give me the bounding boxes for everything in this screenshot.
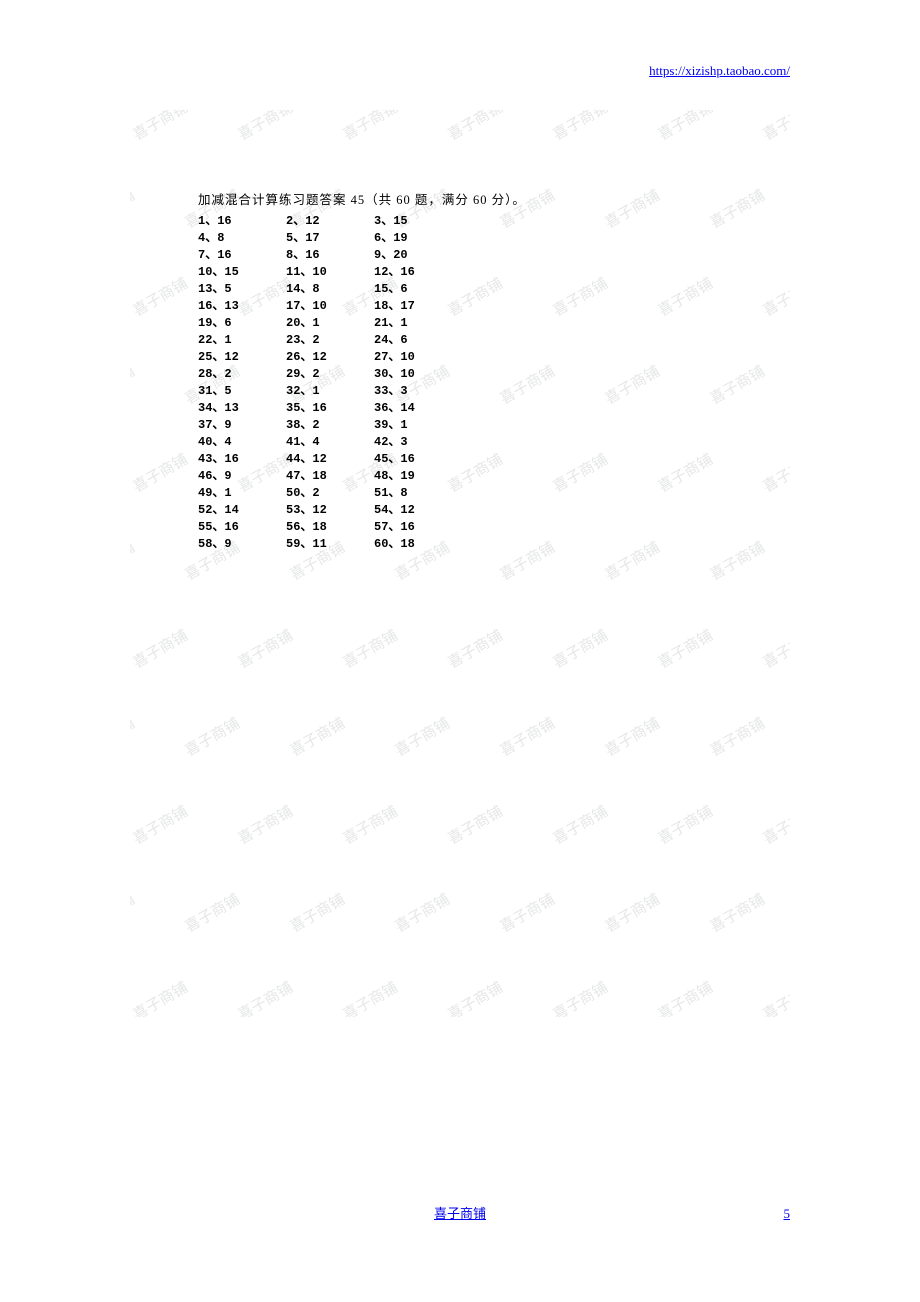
answer-cell: 54、12 <box>374 502 462 519</box>
answer-cell: 39、1 <box>374 417 462 434</box>
answer-row: 13、514、815、6 <box>198 281 526 298</box>
answer-cell: 7、16 <box>198 247 286 264</box>
answer-row: 43、1644、1245、16 <box>198 451 526 468</box>
answer-cell: 17、10 <box>286 298 374 315</box>
answer-row: 52、1453、1254、12 <box>198 502 526 519</box>
answer-row: 28、229、230、10 <box>198 366 526 383</box>
answer-cell: 46、9 <box>198 468 286 485</box>
answer-cell: 44、12 <box>286 451 374 468</box>
answer-cell: 36、14 <box>374 400 462 417</box>
answer-row: 34、1335、1636、14 <box>198 400 526 417</box>
answer-cell: 1、16 <box>198 213 286 230</box>
answer-cell: 3、15 <box>374 213 462 230</box>
answer-row: 10、1511、1012、16 <box>198 264 526 281</box>
answer-cell: 34、13 <box>198 400 286 417</box>
answer-cell: 13、5 <box>198 281 286 298</box>
answer-row: 4、85、176、19 <box>198 230 526 247</box>
answer-cell: 38、2 <box>286 417 374 434</box>
answer-row: 1、162、123、15 <box>198 213 526 230</box>
answer-row: 37、938、239、1 <box>198 417 526 434</box>
answer-cell: 59、11 <box>286 536 374 553</box>
answer-row: 19、620、121、1 <box>198 315 526 332</box>
answer-row: 22、123、224、6 <box>198 332 526 349</box>
answer-cell: 14、8 <box>286 281 374 298</box>
answer-cell: 4、8 <box>198 230 286 247</box>
answer-cell: 56、18 <box>286 519 374 536</box>
answer-cell: 18、17 <box>374 298 462 315</box>
answer-cell: 24、6 <box>374 332 462 349</box>
answer-cell: 53、12 <box>286 502 374 519</box>
answer-cell: 20、1 <box>286 315 374 332</box>
answer-cell: 57、16 <box>374 519 462 536</box>
answer-cell: 49、1 <box>198 485 286 502</box>
answer-row: 31、532、133、3 <box>198 383 526 400</box>
answer-cell: 55、16 <box>198 519 286 536</box>
answer-cell: 25、12 <box>198 349 286 366</box>
main-content: 加减混合计算练习题答案 45（共 60 题，满分 60 分）。 1、162、12… <box>198 192 526 553</box>
answer-cell: 33、3 <box>374 383 462 400</box>
answer-cell: 31、5 <box>198 383 286 400</box>
answer-cell: 26、12 <box>286 349 374 366</box>
answer-row: 49、150、251、8 <box>198 485 526 502</box>
answer-row: 25、1226、1227、10 <box>198 349 526 366</box>
answer-cell: 23、2 <box>286 332 374 349</box>
answer-cell: 51、8 <box>374 485 462 502</box>
footer: 喜子商铺 <box>0 1203 920 1222</box>
answer-row: 16、1317、1018、17 <box>198 298 526 315</box>
answer-cell: 48、19 <box>374 468 462 485</box>
answer-row: 55、1656、1857、16 <box>198 519 526 536</box>
answer-row: 40、441、442、3 <box>198 434 526 451</box>
footer-shop-link[interactable]: 喜子商铺 <box>434 1203 486 1222</box>
answer-cell: 22、1 <box>198 332 286 349</box>
document-title: 加减混合计算练习题答案 45（共 60 题，满分 60 分）。 <box>198 192 526 210</box>
answer-cell: 60、18 <box>374 536 462 553</box>
answer-row: 58、959、1160、18 <box>198 536 526 553</box>
answer-cell: 35、16 <box>286 400 374 417</box>
answer-cell: 30、10 <box>374 366 462 383</box>
answer-cell: 28、2 <box>198 366 286 383</box>
answer-row: 7、168、169、20 <box>198 247 526 264</box>
answer-cell: 11、10 <box>286 264 374 281</box>
answer-cell: 45、16 <box>374 451 462 468</box>
answer-cell: 15、6 <box>374 281 462 298</box>
answer-row: 46、947、1848、19 <box>198 468 526 485</box>
answer-cell: 5、17 <box>286 230 374 247</box>
answer-cell: 40、4 <box>198 434 286 451</box>
answer-cell: 43、16 <box>198 451 286 468</box>
header-url-anchor[interactable]: https://xizishp.taobao.com/ <box>649 63 790 78</box>
answer-cell: 58、9 <box>198 536 286 553</box>
answer-cell: 29、2 <box>286 366 374 383</box>
answer-cell: 32、1 <box>286 383 374 400</box>
answer-cell: 12、16 <box>374 264 462 281</box>
page-number: 5 <box>784 1206 791 1222</box>
answer-cell: 47、18 <box>286 468 374 485</box>
answers-table: 1、162、123、154、85、176、197、168、169、2010、15… <box>198 213 526 553</box>
header-url-link[interactable]: https://xizishp.taobao.com/ <box>649 63 790 79</box>
answer-cell: 10、15 <box>198 264 286 281</box>
answer-cell: 6、19 <box>374 230 462 247</box>
answer-cell: 2、12 <box>286 213 374 230</box>
answer-cell: 37、9 <box>198 417 286 434</box>
answer-cell: 41、4 <box>286 434 374 451</box>
answer-cell: 50、2 <box>286 485 374 502</box>
answer-cell: 16、13 <box>198 298 286 315</box>
answer-cell: 21、1 <box>374 315 462 332</box>
answer-cell: 42、3 <box>374 434 462 451</box>
answer-cell: 19、6 <box>198 315 286 332</box>
answer-cell: 52、14 <box>198 502 286 519</box>
answer-cell: 27、10 <box>374 349 462 366</box>
answer-cell: 8、16 <box>286 247 374 264</box>
answer-cell: 9、20 <box>374 247 462 264</box>
